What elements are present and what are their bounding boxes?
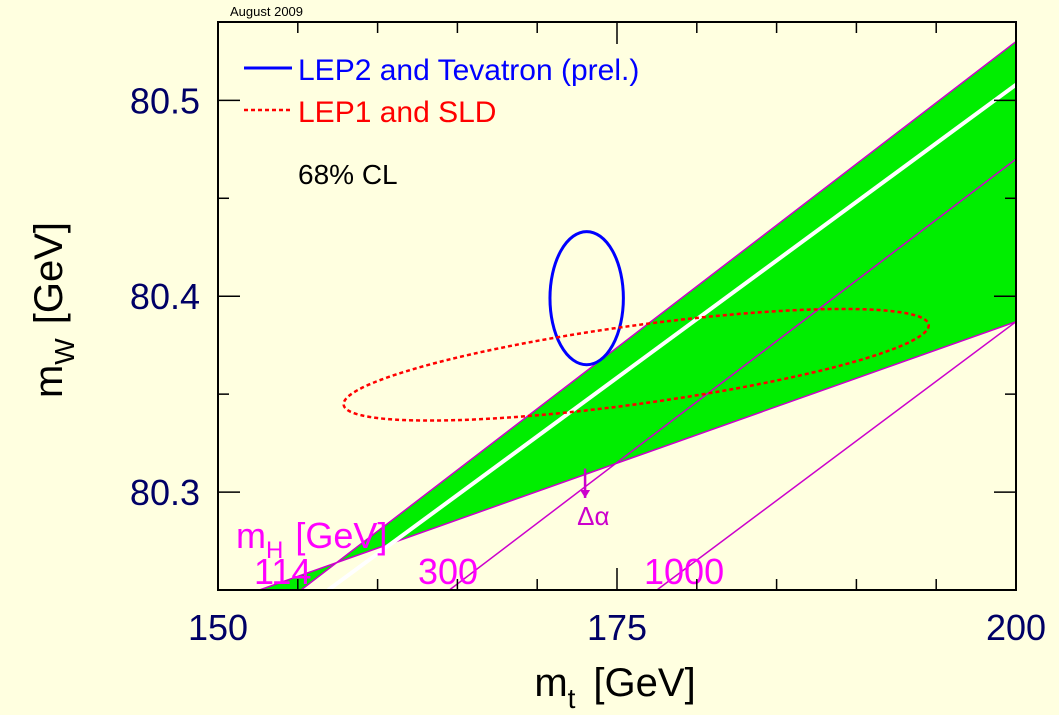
y-tick-label: 80.3 <box>130 472 200 513</box>
legend-label-0: LEP2 and Tevatron (prel.) <box>298 54 639 87</box>
higgs-line-1000 <box>656 321 1016 590</box>
y-axis-title-unit: [GeV] <box>27 222 71 324</box>
plot-area <box>259 40 1016 590</box>
svg-text:mW[GeV]: mW [GeV] <box>27 222 80 398</box>
delta-alpha-label: Δα <box>577 501 609 531</box>
x-tick-label: 200 <box>986 607 1046 648</box>
higgs-mass-label-114: 114 <box>254 551 311 592</box>
y-tick-label: 80.5 <box>130 80 200 121</box>
lep1-sld-ellipse <box>342 307 930 422</box>
higgs-band <box>259 41 1016 590</box>
x-tick-label: 150 <box>188 607 248 648</box>
y-axis-title-sub: W <box>49 338 80 365</box>
higgs-line-300 <box>448 158 1016 590</box>
x-axis-title: mt [GeV] <box>534 661 695 710</box>
axis-ticks: 150 175 200 80.3 80.4 80.5 <box>130 22 1046 648</box>
legend: LEP2 and Tevatron (prel.) LEP1 and SLD 68%… <box>244 54 639 190</box>
band-lower-edge <box>259 320 1016 590</box>
lep2-tevatron-ellipse <box>548 230 625 367</box>
y-axis-title: mW [GeV] <box>27 222 80 398</box>
y-tick-label: 80.4 <box>130 276 200 317</box>
y-axis-title-main: m <box>27 365 71 398</box>
higgs-mass-title-unit: [GeV] <box>295 515 387 556</box>
higgs-mass-title-main: m <box>236 515 266 556</box>
higgs-mass-label-1000: 1000 <box>644 551 724 592</box>
legend-label-1: LEP1 and SLD <box>298 96 496 129</box>
band-upper-edge <box>300 40 1016 590</box>
higgs-mass-title-sub: H <box>266 537 283 564</box>
delta-alpha-arrow-head <box>580 489 591 498</box>
x-axis-title-main: m <box>534 661 567 705</box>
higgs-mass-label-300: 300 <box>418 551 478 592</box>
x-axis-title-unit: [GeV] <box>593 661 695 705</box>
higgs-line-114 <box>326 83 1016 590</box>
x-axis-title-sub: t <box>568 683 576 710</box>
plot-content: mH [GeV]114 300 1000 Δα <box>217 21 1017 592</box>
confidence-level-label: 68% CL <box>298 159 398 190</box>
x-tick-label: 175 <box>587 607 647 648</box>
higgs-mass-title: mH [GeV] <box>236 515 387 564</box>
date-label: August 2009 <box>230 4 303 19</box>
